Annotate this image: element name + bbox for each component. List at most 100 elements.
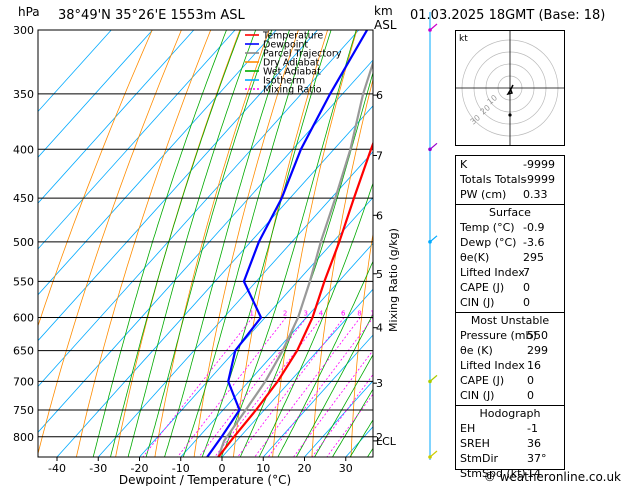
mixing-ratio-label: 8 [357, 309, 361, 317]
mixing-ratio-label: 4 [319, 309, 324, 317]
mixing-ratio-label: 2 [283, 309, 287, 317]
legend-label: Parcel Trajectory [263, 49, 342, 60]
hodograph-panel: kt 10 20 30 [455, 30, 565, 146]
temp-tick-label: 30 [339, 462, 353, 475]
legend-label: Dewpoint [263, 40, 308, 51]
indices-panel: K -9999 Totals Totals -9999 PW (cm) 0.33 Su… [455, 155, 565, 480]
storm-motion-marker [508, 113, 512, 117]
surface-row-temp: Temp (°C) -0.9 [460, 221, 545, 234]
isotherm-line [38, 30, 277, 296]
x-axis-label: Dewpoint / Temperature (°C) [119, 473, 291, 486]
mixing-ratio-label: 25 [427, 309, 436, 317]
km-tick-label: 3 [376, 377, 383, 390]
isotherm-line [139, 196, 373, 457]
index-row-totals: Totals Totals -9999 [460, 173, 555, 186]
mixing-ratio-label: 10 [370, 309, 379, 317]
wind-barb [428, 23, 438, 32]
hodo-title: Hodograph [479, 407, 541, 420]
mu-title: Most Unstable [470, 314, 550, 327]
temp-tick-label: 20 [298, 462, 312, 475]
mixing-ratio-line [267, 317, 373, 457]
index-row-k: K -9999 [460, 158, 555, 171]
dry-adiabat-line [609, 30, 626, 457]
credit-text[interactable]: © weatheronline.co.uk [483, 470, 621, 484]
pressure-tick-label: 550 [13, 275, 34, 288]
pressure-tick-label: 450 [13, 192, 34, 205]
pressure-tick-label: 400 [13, 143, 34, 156]
mixing-ratio-line [142, 317, 253, 457]
temp-tick-label: -30 [89, 462, 107, 475]
dry-adiabat-line [38, 30, 153, 328]
mixing-ratio-line [237, 317, 345, 457]
pressure-tick-label: 600 [13, 311, 34, 324]
pressure-tick-label: 300 [13, 24, 34, 37]
legend-label: Isotherm [263, 76, 305, 87]
km-tick-label: 5 [376, 268, 383, 281]
mu-row-pressure: Pressure (mb) 550 [460, 329, 548, 342]
temp-tick-label: -40 [48, 462, 66, 475]
wind-barb [428, 374, 438, 384]
mu-row-thetae: θe (K) 299 [460, 344, 548, 357]
dewpoint-series [206, 30, 369, 457]
isotherm-line [38, 30, 318, 342]
wind-barb [428, 142, 438, 152]
surface-row-li: Lifted Index 7 [460, 266, 530, 279]
asl-label: ASL [374, 18, 397, 32]
mixing-ratio-line [177, 317, 287, 457]
isotherm-line [262, 334, 373, 457]
hodo-row-stmspd: StmSpd (kt) 14 [460, 467, 541, 480]
pressure-tick-label: 350 [13, 88, 34, 101]
hodograph-kt-label: kt [459, 34, 468, 44]
mixing-ratio-label: 3 [304, 309, 308, 317]
surface-row-cape: CAPE (J) 0 [460, 281, 530, 294]
temp-tick-label: -10 [172, 462, 190, 475]
legend-label: Mixing Ratio [263, 85, 322, 96]
wind-barb [428, 450, 438, 459]
parcel-trajectory-series [217, 59, 373, 457]
pressure-tick-label: 800 [13, 431, 34, 444]
surface-row-thetae: θe(K) 295 [460, 251, 544, 264]
hodo-row-eh: EH -1 [460, 422, 538, 435]
pressure-tick-label: 650 [13, 345, 34, 358]
mu-row-li: Lifted Index 16 [460, 359, 541, 372]
temp-tick-label: 10 [256, 462, 270, 475]
surface-row-cin: CIN (J) 0 [460, 296, 530, 309]
pressure-tick-label: 700 [13, 375, 34, 388]
isotherm-line [56, 105, 373, 457]
isotherm-line [38, 30, 195, 204]
isotherm-line [221, 288, 373, 457]
hpa-label: hPa [18, 5, 40, 19]
km-tick-label: 6 [376, 89, 383, 102]
km-tick-label: LCL [376, 435, 397, 448]
mixing-ratio-label: 1 [249, 309, 253, 317]
hodo-ring-label-1: 10 [486, 93, 500, 106]
mixing-ratio-line [311, 373, 373, 457]
temperature-series [217, 140, 373, 457]
hodograph-trace [506, 84, 514, 96]
y-axis-label-mixing-ratio: Mixing Ratio (g/kg) [387, 228, 400, 332]
wind-barb [428, 235, 438, 244]
temp-tick-label: 0 [219, 462, 226, 475]
isotherm-line [38, 30, 153, 158]
isotherm-line [38, 59, 373, 433]
isotherm-line [97, 151, 373, 457]
legend-label: Temperature [262, 31, 323, 42]
legend-label: Wet Adiabat [263, 67, 321, 78]
surface-row-dewp: Dewp (°C) -3.6 [460, 236, 545, 249]
mixing-ratio-label: 20 [412, 309, 421, 317]
location-title: 38°49'N 35°26'E 1553m ASL [58, 8, 245, 23]
isotherm-line [38, 30, 360, 388]
legend-label: Dry Adiabat [263, 58, 320, 69]
mixing-ratio-label: 6 [341, 309, 346, 317]
km-tick-label: 4 [376, 322, 383, 335]
isotherm-line [304, 380, 373, 457]
hodo-row-sreh: SREH 36 [460, 437, 541, 450]
plot-frame [37, 29, 374, 458]
isotherm-line [38, 30, 112, 113]
km-label: km [374, 4, 393, 18]
km-tick-label: 7 [376, 149, 383, 162]
pressure-tick-label: 500 [13, 236, 34, 249]
temp-tick-label: -20 [131, 462, 149, 475]
km-tick-label: 6 [376, 209, 383, 222]
